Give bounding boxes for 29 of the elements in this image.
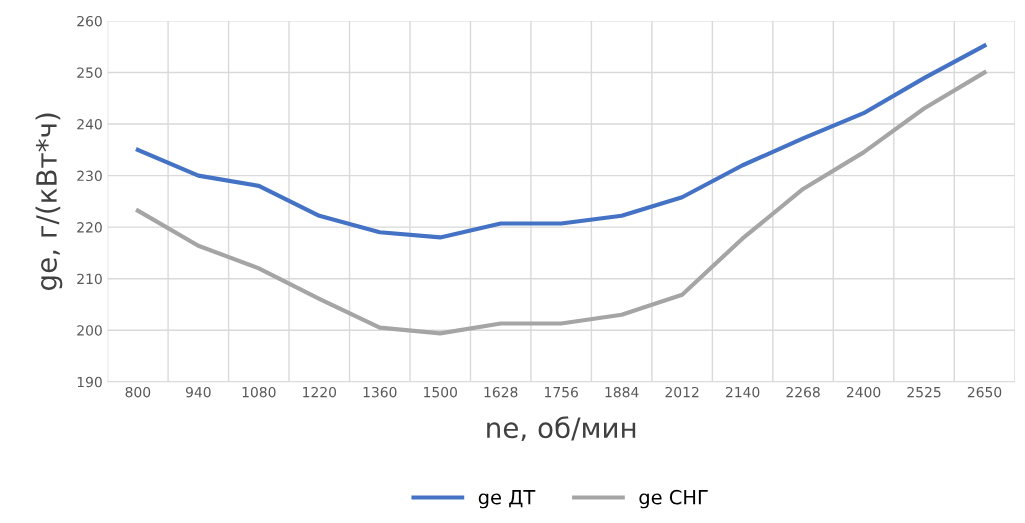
x-tick-label: 2140 bbox=[725, 386, 760, 398]
y-tick-label: 250 bbox=[77, 67, 102, 78]
line-series bbox=[135, 43, 987, 240]
y-tick-label: 210 bbox=[77, 273, 102, 285]
y-tick-label: 240 bbox=[77, 118, 102, 130]
x-tick-label: 2268 bbox=[786, 386, 820, 398]
y-tick-label: 220 bbox=[77, 222, 102, 233]
x-tick-label: 2012 bbox=[665, 386, 699, 398]
x-tick-label: 1884 bbox=[605, 386, 639, 398]
y-tick-label: 230 bbox=[77, 170, 102, 182]
x-tick-label: 1756 bbox=[545, 386, 578, 398]
x-tick-label: 2400 bbox=[846, 386, 881, 398]
line-series bbox=[135, 70, 987, 336]
x-tick-label: 1360 bbox=[363, 386, 397, 398]
x-tick-label: 800 bbox=[125, 386, 151, 398]
x-tick-label: 940 bbox=[185, 386, 211, 398]
legend-label: ge СНГ bbox=[639, 489, 708, 509]
y-tick-label: 260 bbox=[77, 15, 102, 27]
x-tick-label: 1500 bbox=[424, 386, 457, 398]
y-axis-title: ge, г/(кВт*ч) bbox=[35, 113, 63, 290]
x-tick-label: 1628 bbox=[484, 386, 518, 398]
x-tick-label: 2525 bbox=[907, 386, 941, 398]
x-tick-label: 2650 bbox=[967, 386, 1002, 398]
x-tick-label: 1220 bbox=[303, 386, 337, 398]
y-tick-label: 200 bbox=[77, 325, 102, 336]
y-tick-label: 190 bbox=[77, 376, 102, 388]
x-tick-label: 1080 bbox=[242, 386, 276, 398]
legend-label: ge ДТ bbox=[478, 490, 536, 509]
x-axis-title: ne, об/мин bbox=[487, 416, 636, 442]
